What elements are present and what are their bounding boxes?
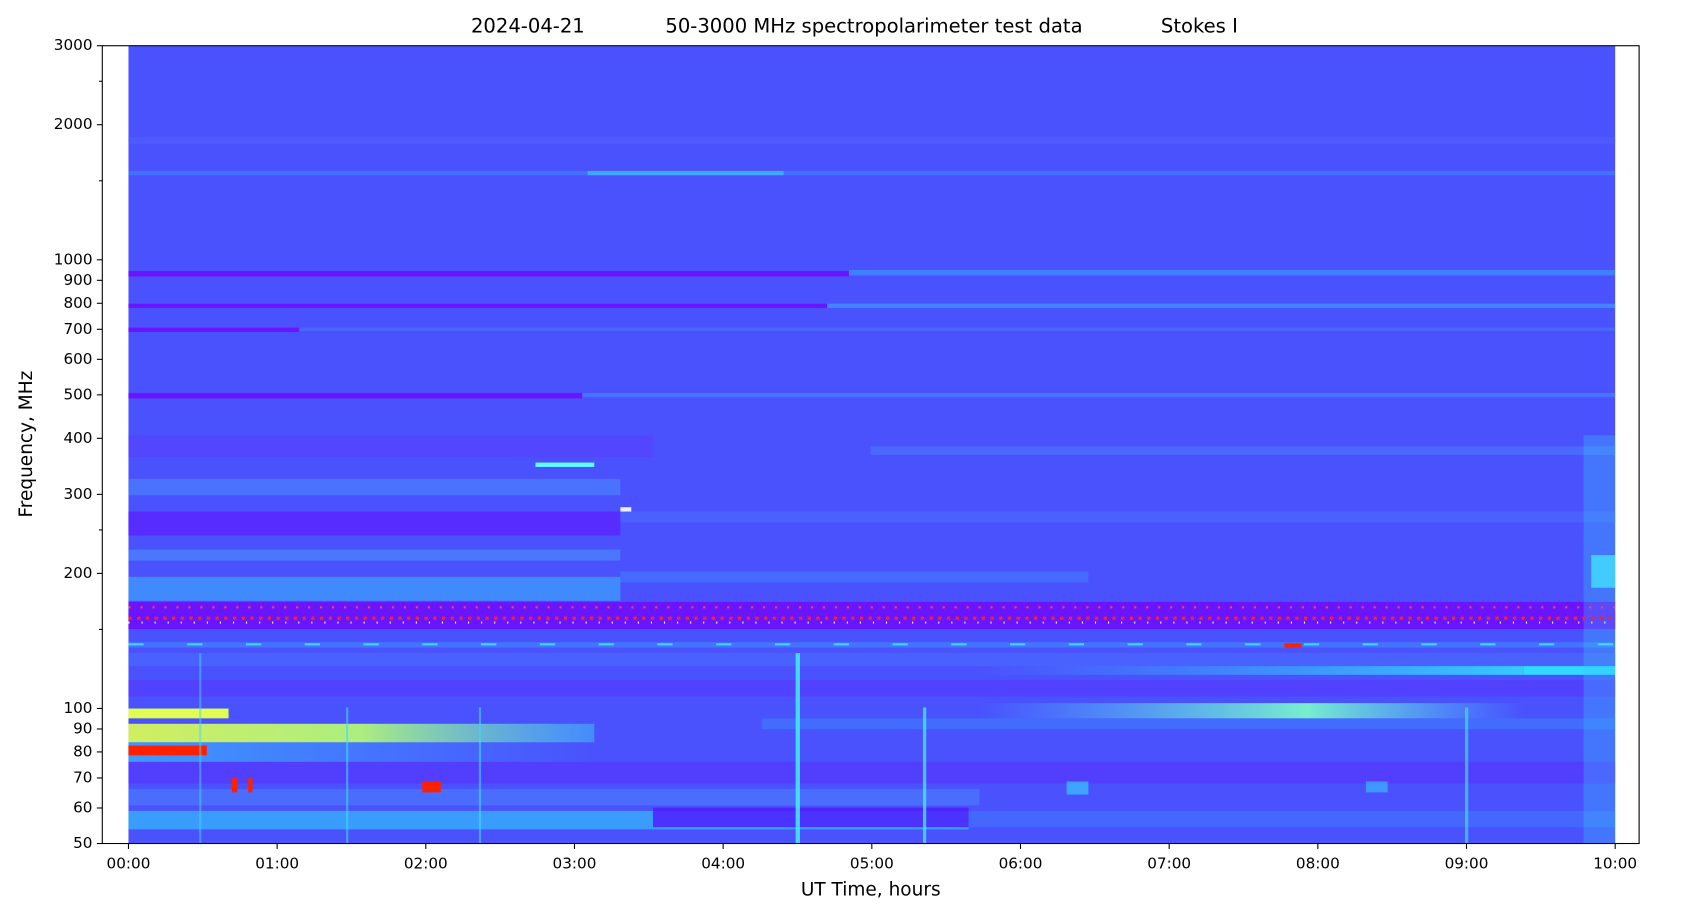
spectrogram-feature: [587, 170, 784, 176]
y-tick-label: 400: [63, 429, 92, 447]
spectrogram-feature: [795, 653, 800, 844]
y-tick-label: 200: [63, 564, 92, 582]
y-tick-label: 60: [73, 798, 92, 816]
x-tick-label: 05:00: [850, 855, 894, 873]
y-tick-label: 600: [63, 350, 92, 368]
x-tick-label: 08:00: [1296, 855, 1340, 873]
spectrogram-feature: [128, 708, 229, 719]
chart-title-stokes: Stokes I: [1161, 15, 1238, 38]
spectrogram-feature: [848, 269, 1616, 276]
spectrogram-feature: [128, 789, 980, 806]
spectrogram-feature: [968, 810, 1616, 828]
y-tick-label: 1000: [54, 250, 93, 268]
spectrogram-feature: [128, 327, 300, 332]
spectrogram-feature: [128, 642, 1616, 648]
y-tick-label: 800: [63, 294, 92, 312]
spectrogram-feature: [128, 137, 1616, 144]
spectrogram-feature: [1365, 781, 1388, 793]
x-tick-label: 00:00: [107, 855, 151, 873]
x-tick-label: 10:00: [1593, 855, 1637, 873]
spectrogram-feature: [231, 778, 238, 793]
plot-frame: [101, 45, 1640, 845]
axes: 00:00 01:00 02:00 03:00 04:00 05:00 06:00 07:00…: [54, 36, 1637, 872]
spectrogram-feature: [1583, 435, 1616, 844]
spectrogram-feature: [299, 327, 1616, 331]
spectrogram-feature: [248, 778, 253, 793]
spectrogram-feature: [478, 707, 482, 844]
spectrogram-feature: [620, 571, 1089, 583]
spectrogram-feature: [128, 742, 595, 762]
x-tick-label: 01:00: [255, 855, 299, 873]
spectrogram-feature: [1066, 781, 1089, 795]
spectrogram-feature: [128, 271, 849, 277]
spectrogram-feature: [1464, 707, 1469, 844]
x-tick-label: 02:00: [404, 855, 448, 873]
spectrogram-feature: [128, 511, 621, 536]
y-tick-label: 100: [63, 699, 92, 717]
spectrogram-feature: [653, 807, 969, 828]
spectrogram-feature: [128, 392, 583, 399]
spectrogram-feature: [870, 446, 1616, 455]
spectrogram-feature: [979, 666, 1524, 675]
spectrogram-feature: [827, 303, 1616, 309]
spectrogram-feature: [199, 653, 202, 844]
spectrogram-feature: [128, 303, 828, 309]
spectrogram-feature: [535, 462, 595, 467]
y-tick-label: 900: [63, 271, 92, 289]
spectrogram-feature: [128, 680, 1616, 697]
spectrogram-feature: [128, 549, 621, 561]
spectrogram-feature: [128, 723, 595, 743]
spectrogram: [128, 45, 1616, 844]
spectrogram-feature: [128, 576, 621, 601]
spectrogram-feature: [922, 707, 927, 844]
spectrogram-feature: [346, 707, 349, 844]
y-tick-label: 80: [73, 742, 92, 760]
x-tick-label: 04:00: [701, 855, 745, 873]
y-tick-label: 3000: [54, 36, 93, 54]
y-tick-label: 90: [73, 719, 92, 737]
spectrogram-feature: [620, 507, 632, 512]
y-tick-label: 500: [63, 385, 92, 403]
spectrogram-feature: [128, 745, 207, 756]
spectrogram-feature: [128, 478, 621, 496]
spectrogram-feature: [128, 170, 1616, 176]
x-tick-label: 07:00: [1147, 855, 1191, 873]
chart-title-main: 50-3000 MHz spectropolarimeter test data: [665, 15, 1082, 38]
y-tick-label: 50: [73, 834, 92, 852]
spectrogram-feature: [422, 781, 441, 793]
spectrogram-feature: [1591, 555, 1616, 588]
y-tick-label: 300: [63, 485, 92, 503]
x-axis-title: UT Time, hours: [801, 879, 941, 900]
spectrogram-feature: [128, 761, 1616, 784]
x-tick-label: 09:00: [1445, 855, 1489, 873]
spectrogram-feature: [128, 601, 1616, 630]
y-axis-title: Frequency, MHz: [16, 371, 37, 518]
x-tick-label: 03:00: [553, 855, 597, 873]
spectrogram-feature: [582, 392, 1616, 398]
spectrogram-feature: [761, 718, 1616, 730]
spectrogram-feature: [1284, 643, 1302, 648]
spectrogram-feature: [128, 653, 1616, 667]
spectrogram-feature: [979, 703, 1524, 719]
chart-title-date: 2024-04-21: [471, 15, 585, 38]
spectrogram-feature: [1523, 666, 1616, 675]
y-tick-label: 70: [73, 768, 92, 786]
spectrogram-feature: [620, 511, 1616, 523]
x-tick-label: 06:00: [999, 855, 1043, 873]
spectrogram-feature: [128, 435, 654, 458]
y-tick-label: 700: [63, 320, 92, 338]
y-tick-label: 2000: [54, 115, 93, 133]
